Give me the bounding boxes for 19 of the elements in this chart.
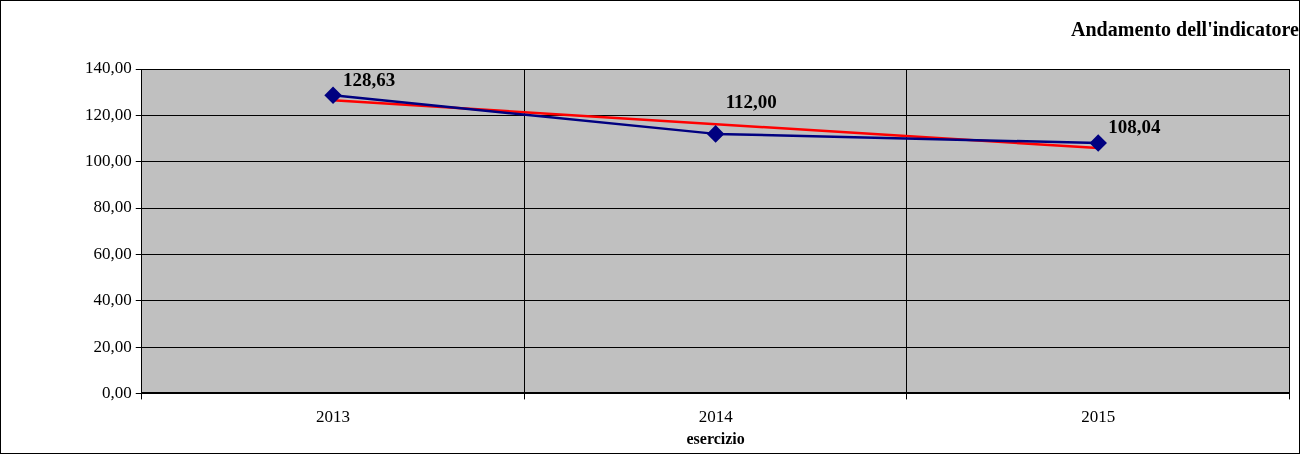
y-tick-label: 60,00 — [93, 243, 132, 263]
x-tick-label: 2015 — [1081, 407, 1116, 427]
y-tick-label: 120,00 — [85, 104, 132, 124]
x-tick-label: 2014 — [698, 407, 734, 427]
point — [707, 125, 724, 143]
y-tick-label: 0,00 — [102, 382, 132, 402]
data-label: 128,63 — [343, 68, 396, 90]
x-tick-label: 2013 — [316, 407, 351, 427]
y-tick-label: 20,00 — [93, 336, 132, 356]
data-label: 112,00 — [725, 91, 777, 113]
chart-title: Andamento dell'indicatore — [1071, 18, 1300, 41]
y-tick-label: 140,00 — [85, 58, 132, 78]
point — [1089, 134, 1107, 152]
y-tick-label: 40,00 — [93, 290, 132, 310]
y-tick-label: 100,00 — [85, 151, 132, 171]
point — [324, 87, 342, 104]
data-label: 108,04 — [1108, 116, 1161, 138]
y-tick-label: 80,00 — [93, 197, 132, 217]
x-axis-title: esercizio — [686, 429, 745, 447]
